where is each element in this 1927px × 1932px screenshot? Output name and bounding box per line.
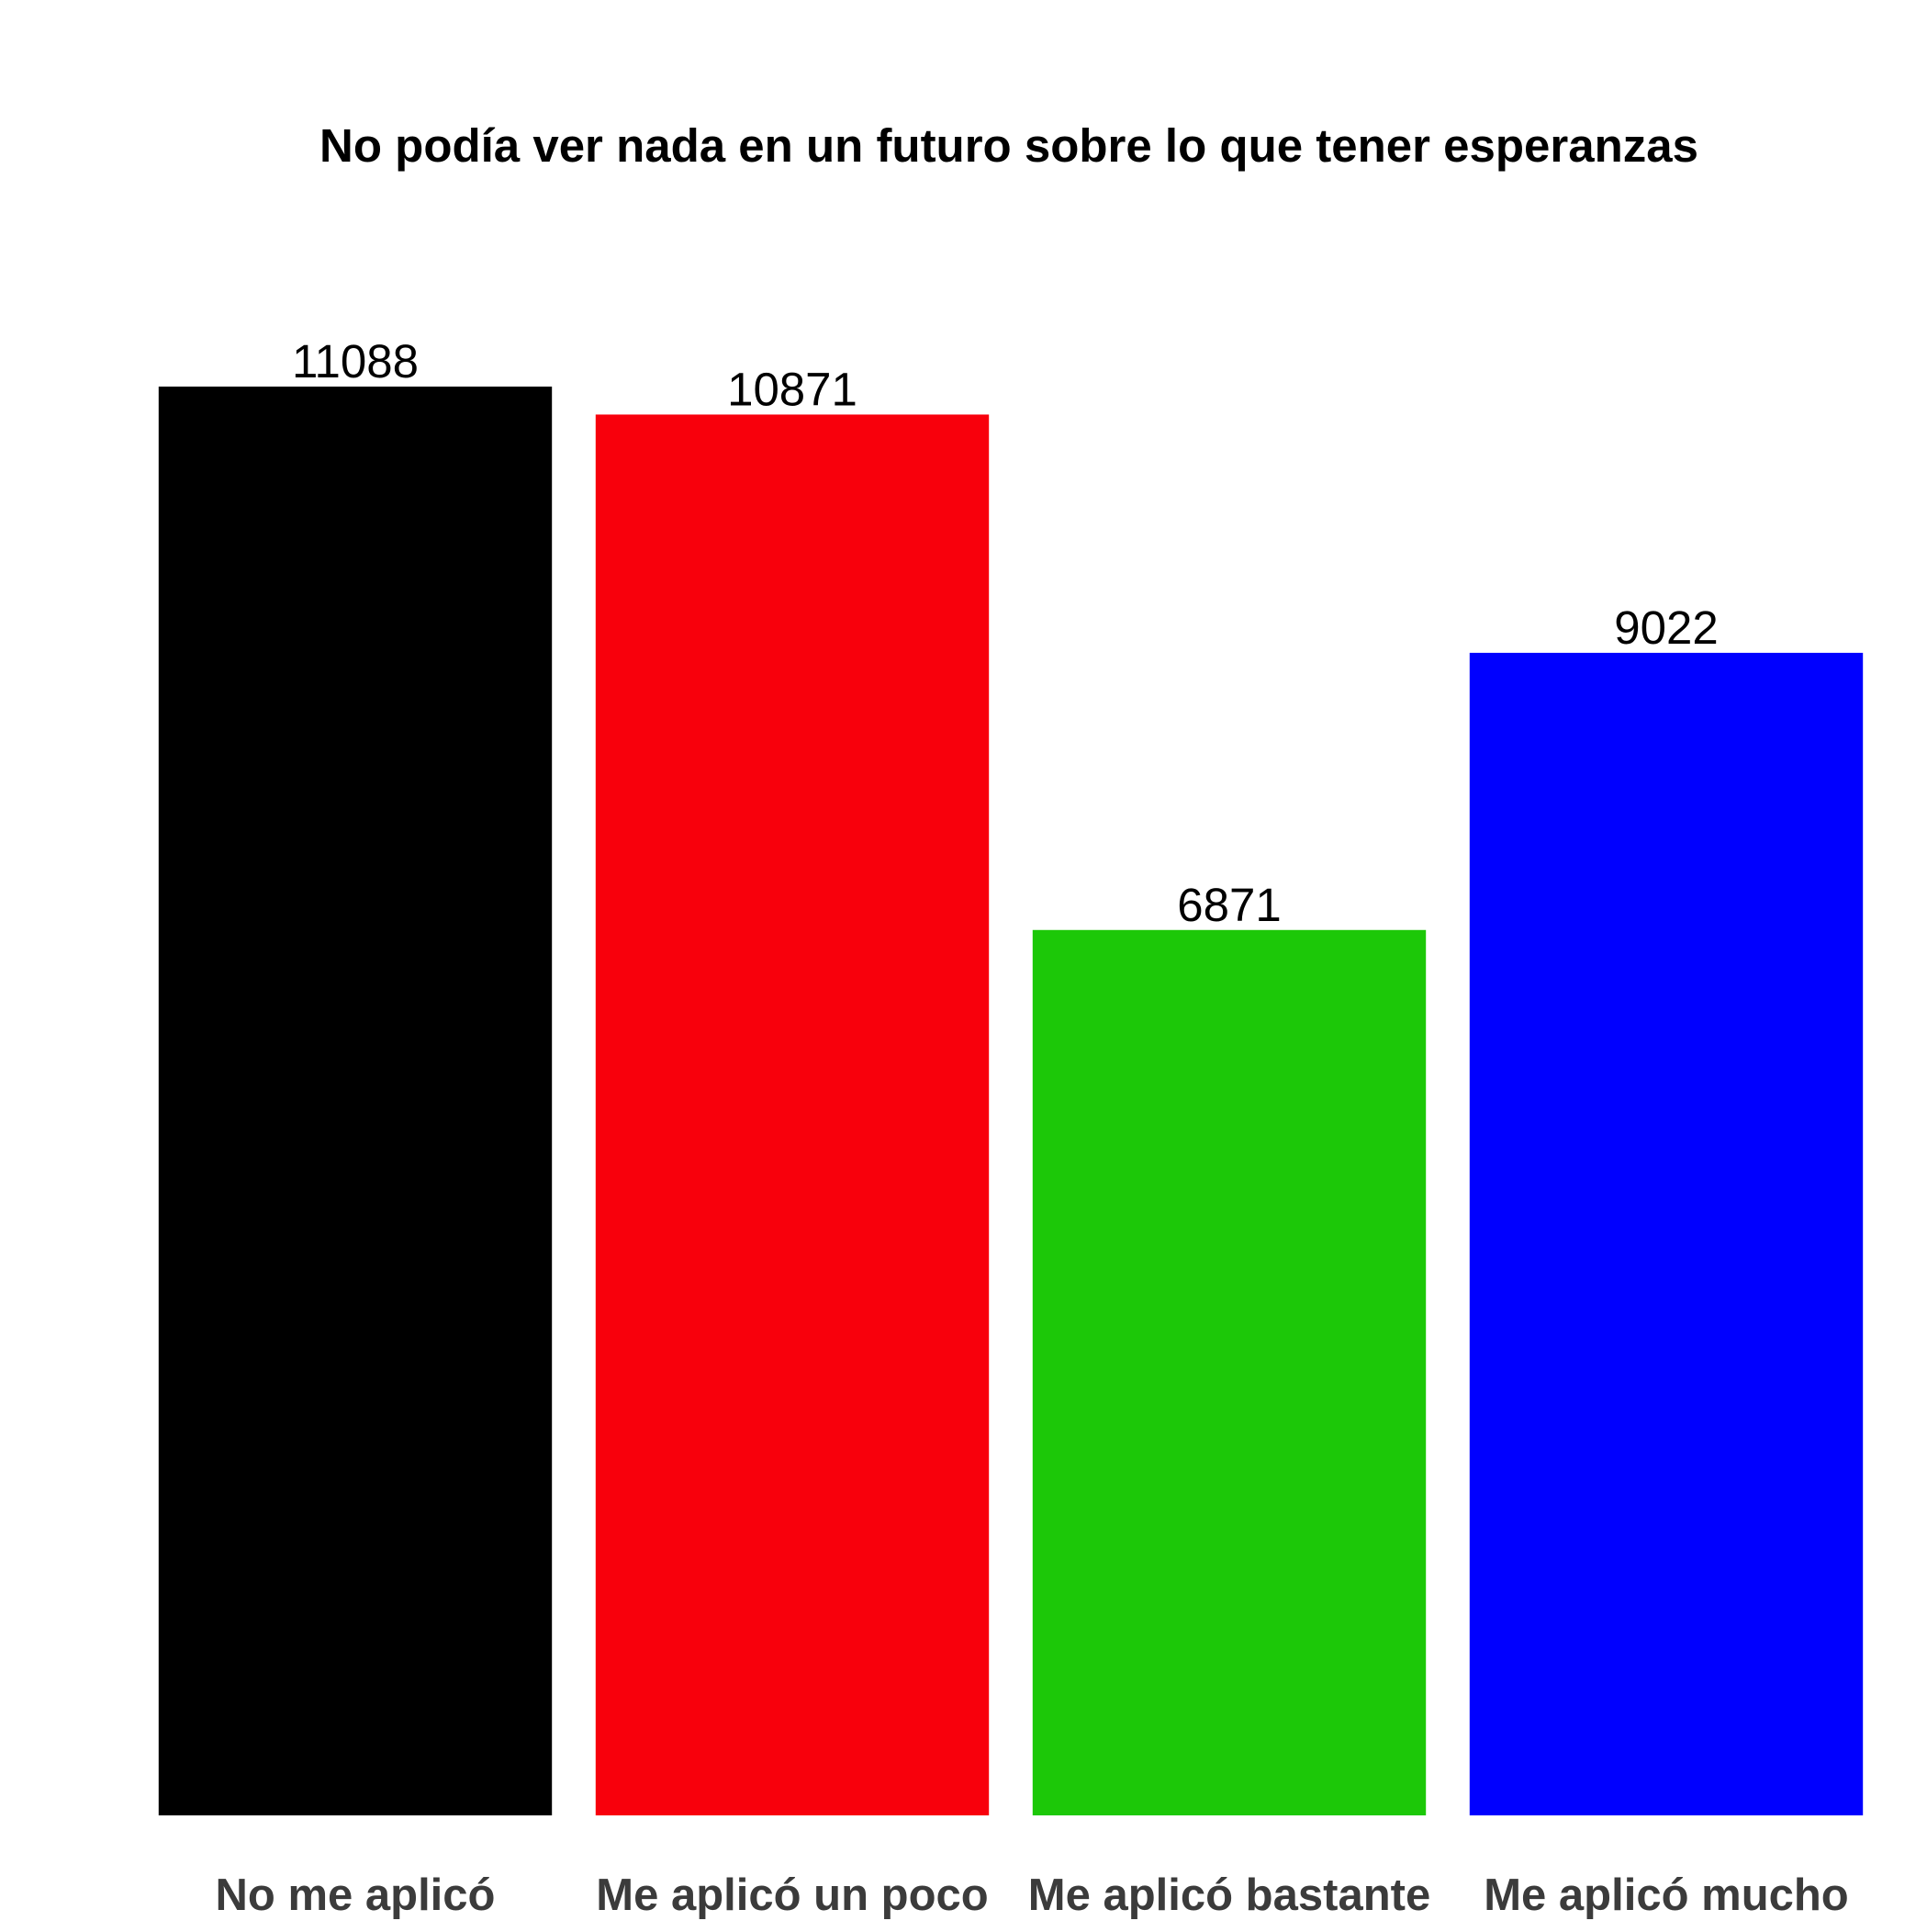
data-labels-group: 11088 10871 6871 9022 — [292, 335, 1719, 931]
x-axis: No me aplicó Me aplicó un poco Me aplicó b… — [216, 1870, 1849, 1920]
x-tick-label-3: Me aplicó bastante — [1028, 1870, 1430, 1920]
x-tick-label-4: Me aplicó mucho — [1484, 1870, 1849, 1920]
x-tick-label-1: No me aplicó — [216, 1870, 496, 1920]
data-label-2: 10871 — [727, 363, 857, 415]
data-label-4: 9022 — [1614, 601, 1718, 654]
bar-4 — [1469, 652, 1864, 1816]
bar-1 — [158, 387, 553, 1815]
bars-group — [158, 387, 1864, 1816]
bar-2 — [595, 414, 990, 1816]
chart-title: No podía ver nada en un futuro sobre lo … — [319, 119, 1698, 172]
bar-3 — [1032, 929, 1427, 1815]
data-label-3: 6871 — [1177, 879, 1281, 931]
x-tick-label-2: Me aplicó un poco — [596, 1870, 988, 1920]
data-label-1: 11088 — [292, 335, 419, 388]
